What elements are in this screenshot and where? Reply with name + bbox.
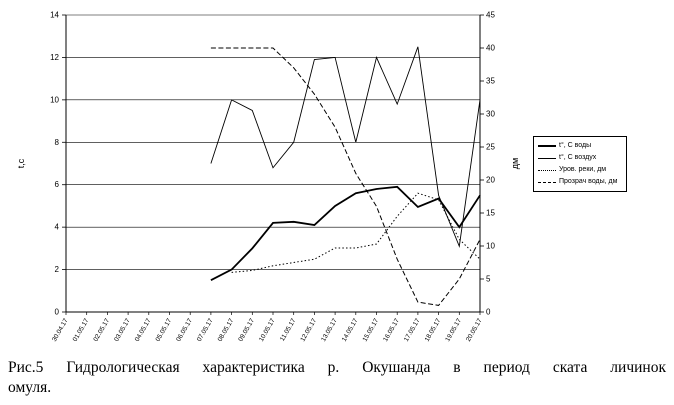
left-axis-tick-label: 4 <box>55 223 60 232</box>
right-axis-tick-label: 15 <box>486 209 495 218</box>
left-axis-tick-label: 12 <box>50 53 59 62</box>
series-line-2 <box>231 192 481 273</box>
right-axis-tick-label: 30 <box>486 110 495 119</box>
x-axis-tick-label: 01.05.17 <box>72 317 91 343</box>
figure-caption-line-1: Рис.5 Гидрологическая характеристика р. … <box>8 359 666 376</box>
x-axis-tick-label: 03.05.17 <box>113 317 132 343</box>
x-axis-tick-label: 13.05.17 <box>320 317 339 343</box>
x-axis-tick-label: 04.05.17 <box>134 317 153 343</box>
right-axis-tick-label: 40 <box>486 44 495 53</box>
right-axis-tick-label: 5 <box>486 275 491 284</box>
figure-caption: Рис.5 Гидрологическая характеристика р. … <box>8 358 666 398</box>
legend-line-sample-river-level <box>538 169 556 171</box>
legend-item-transparency: Прозрач воды, дм <box>538 178 622 186</box>
left-axis-title: t,c <box>16 158 26 168</box>
series-line-0 <box>210 185 481 281</box>
x-axis-tick-label: 16.05.17 <box>382 317 401 343</box>
right-axis-title: дм <box>510 158 520 169</box>
legend-label-air-temp: t°, С воздух <box>559 154 597 161</box>
x-axis-tick-label: 06.05.17 <box>175 317 194 343</box>
right-axis-tick-label: 45 <box>486 11 495 20</box>
chart: 0 2 4 6 8 10 12 14 0 5 10 15 20 25 30 35 40 45 30.04.17 01.… <box>16 11 627 343</box>
right-axis-tick-label: 25 <box>486 143 495 152</box>
legend-line-sample-air-temp <box>538 157 556 159</box>
legend-item-river-level: Уров. реки, дм <box>538 166 622 174</box>
x-axis-tick-label: 05.05.17 <box>155 317 174 343</box>
x-axis-tick-label: 11.05.17 <box>279 317 298 342</box>
left-axis-tick-label: 0 <box>55 308 60 317</box>
chart-canvas: 0 2 4 6 8 10 12 14 0 5 10 15 20 25 30 35 40 45 30.04.17 01.… <box>16 11 520 343</box>
legend-line-sample-transparency <box>538 181 556 183</box>
x-axis-tick-label: 30.04.17 <box>51 317 70 343</box>
x-axis-tick-label: 08.05.17 <box>217 317 236 343</box>
x-axis-tick-label: 07.05.17 <box>196 317 215 343</box>
series-line-1 <box>210 46 481 248</box>
x-axis-tick-label: 19.05.17 <box>444 317 463 343</box>
left-axis-tick-label: 10 <box>50 95 59 104</box>
x-axis-tick-label: 12.05.17 <box>299 317 318 343</box>
legend-line-sample-water-temp <box>538 145 556 147</box>
x-axis-tick-label: 09.05.17 <box>237 317 256 343</box>
legend-item-water-temp: t°, С воды <box>538 142 622 150</box>
right-axis-tick-label: 0 <box>486 308 491 317</box>
legend-item-air-temp: t°, С воздух <box>538 154 622 162</box>
legend-label-water-temp: t°, С воды <box>559 142 592 149</box>
x-axis-tick-label: 14.05.17 <box>341 317 360 343</box>
series-line-3 <box>210 47 481 306</box>
legend-label-transparency: Прозрач воды, дм <box>559 178 618 185</box>
x-axis-tick-label: 15.05.17 <box>362 317 381 343</box>
x-axis-tick-label: 02.05.17 <box>92 317 111 343</box>
legend-label-river-level: Уров. реки, дм <box>559 166 607 173</box>
left-axis-tick-label: 2 <box>55 265 60 274</box>
left-axis-tick-label: 6 <box>55 180 60 189</box>
x-axis-tick-label: 18.05.17 <box>424 317 443 343</box>
chart-legend: t°, С воды t°, С воздух Уров. реки, дм П… <box>533 136 627 192</box>
left-axis-tick-label: 14 <box>50 11 59 20</box>
figure-caption-line-2: омуля. <box>8 379 52 397</box>
right-axis-tick-label: 20 <box>486 176 495 185</box>
x-axis-tick-label: 10.05.17 <box>258 317 277 343</box>
right-axis-tick-label: 35 <box>486 77 495 86</box>
left-axis-tick-label: 8 <box>55 138 60 147</box>
right-axis-tick-label: 10 <box>486 242 495 251</box>
x-axis-tick-label: 17.05.17 <box>403 317 422 343</box>
x-axis-tick-label: 20.05.17 <box>465 317 484 343</box>
